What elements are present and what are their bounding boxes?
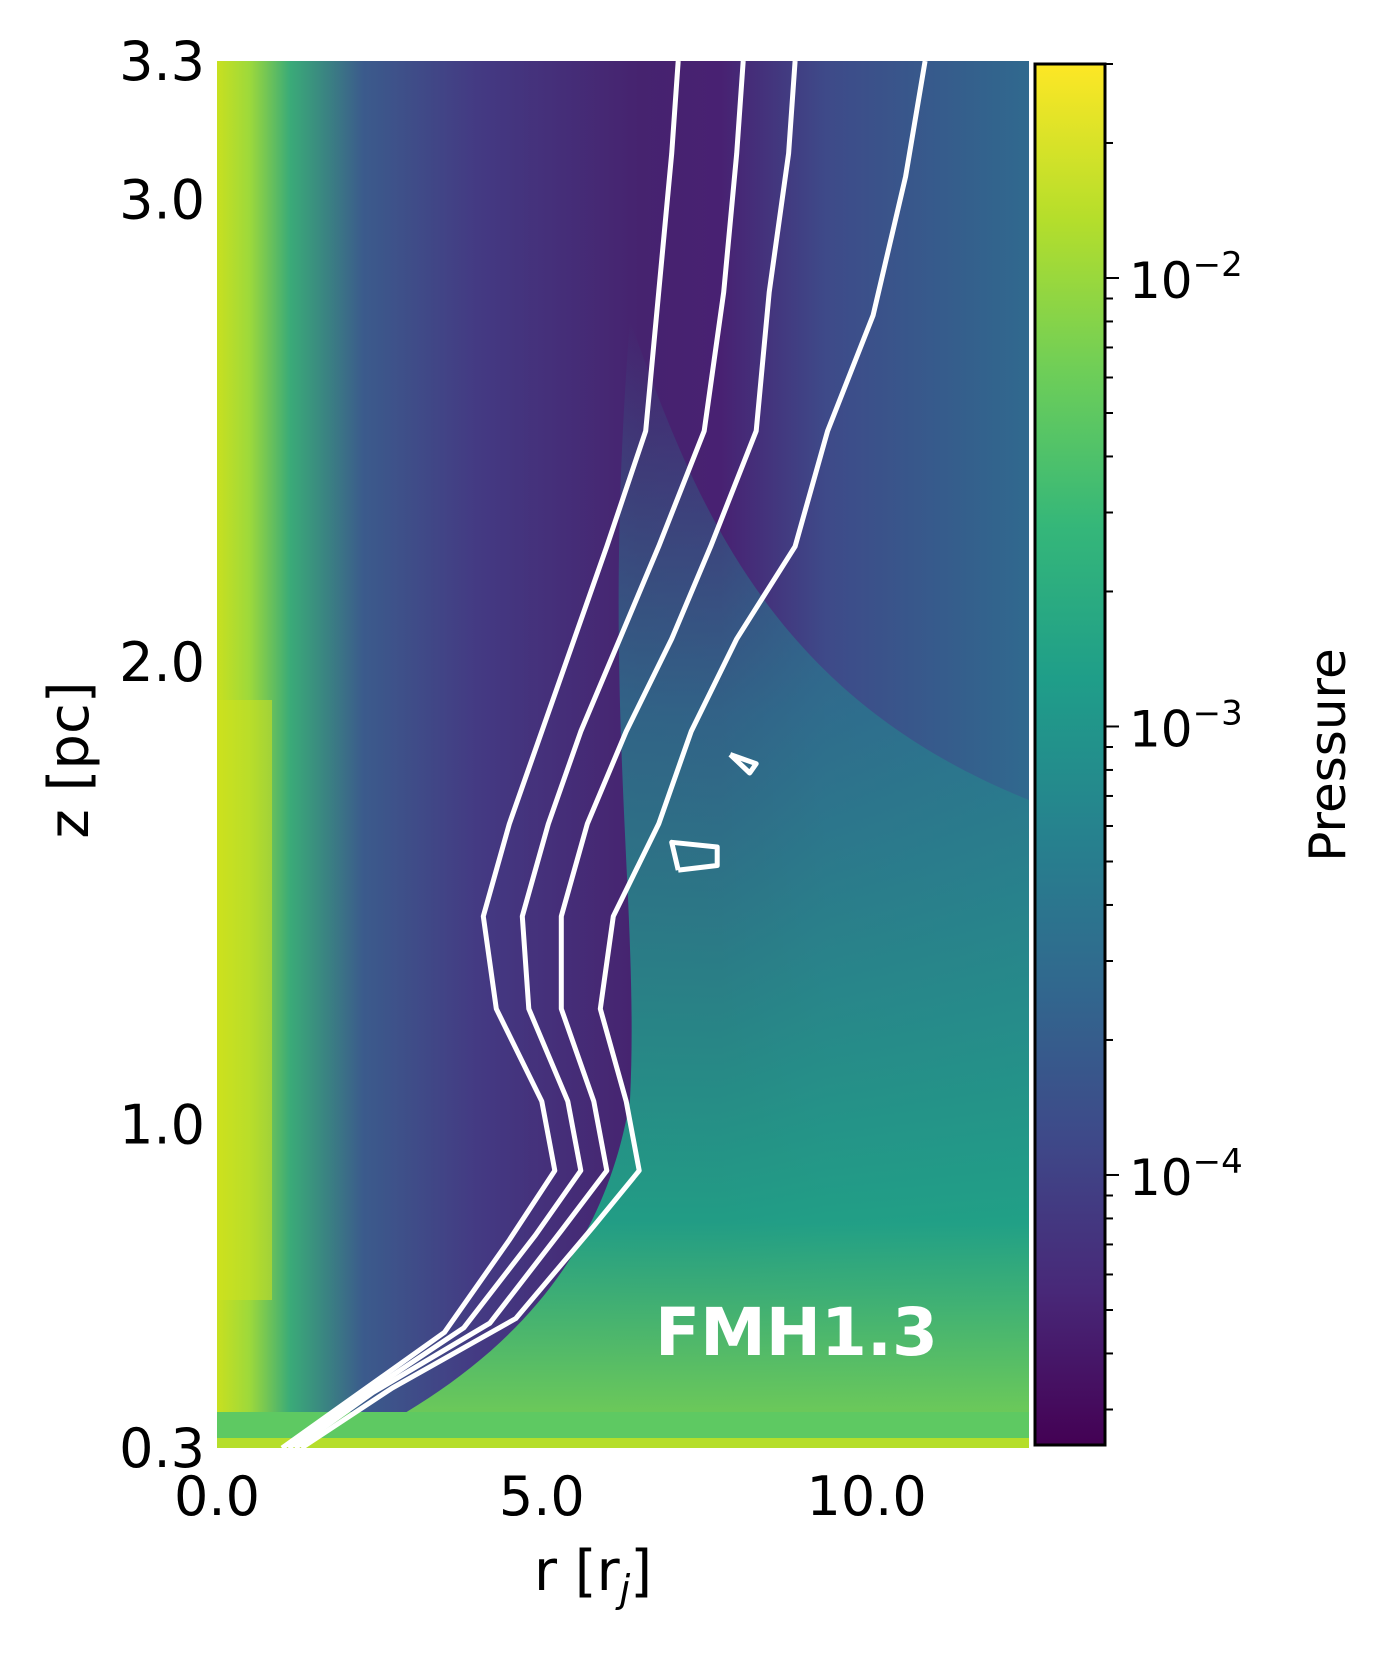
x-axis-label: r [rj]: [534, 1539, 652, 1611]
y-tick-label: 3.3: [119, 30, 205, 93]
colorbar-gradient: [1033, 62, 1107, 1447]
heatmap-ambient-region: [340, 320, 1029, 1448]
heatmap-panel: FMH1.3: [217, 61, 1029, 1448]
colorbar-label: Pressure: [1299, 648, 1357, 862]
x-tick-label: 0.0: [174, 1465, 260, 1528]
heatmap-jet-core: [217, 700, 272, 1300]
annotation-label: FMH1.3: [655, 1294, 938, 1371]
contour-line-1: [280, 61, 681, 1448]
heatmap-base-edge: [217, 1438, 1029, 1448]
y-axis-label: z [pc]: [37, 681, 102, 838]
x-tick-label: 5.0: [499, 1465, 585, 1528]
y-axis: 0.3 1.0 2.0 3.0 3.3: [119, 30, 205, 1480]
y-tick-label: 1.0: [119, 1093, 205, 1156]
contour-line-2: [287, 61, 746, 1448]
colorbar: 10−2 10−3 10−4 Pressure: [1033, 62, 1357, 1447]
contour-group: [280, 61, 928, 1448]
y-tick-label: 2.0: [119, 631, 205, 694]
colorbar-tick-label: 10−2: [1129, 245, 1243, 310]
x-axis: 0.0 5.0 10.0: [174, 1465, 927, 1528]
x-tick-label: 10.0: [806, 1465, 926, 1528]
colorbar-tick-label: 10−3: [1129, 693, 1243, 758]
contour-line-3: [293, 61, 798, 1448]
contour-line-5: [669, 839, 720, 873]
colorbar-tick-label: 10−4: [1129, 1142, 1243, 1207]
y-tick-label: 0.3: [119, 1417, 205, 1480]
colorbar-ticks: 10−2 10−3 10−4: [1105, 63, 1243, 1411]
y-tick-label: 3.0: [119, 169, 205, 232]
contour-line-4: [300, 61, 928, 1448]
contour-line-6: [728, 752, 759, 776]
